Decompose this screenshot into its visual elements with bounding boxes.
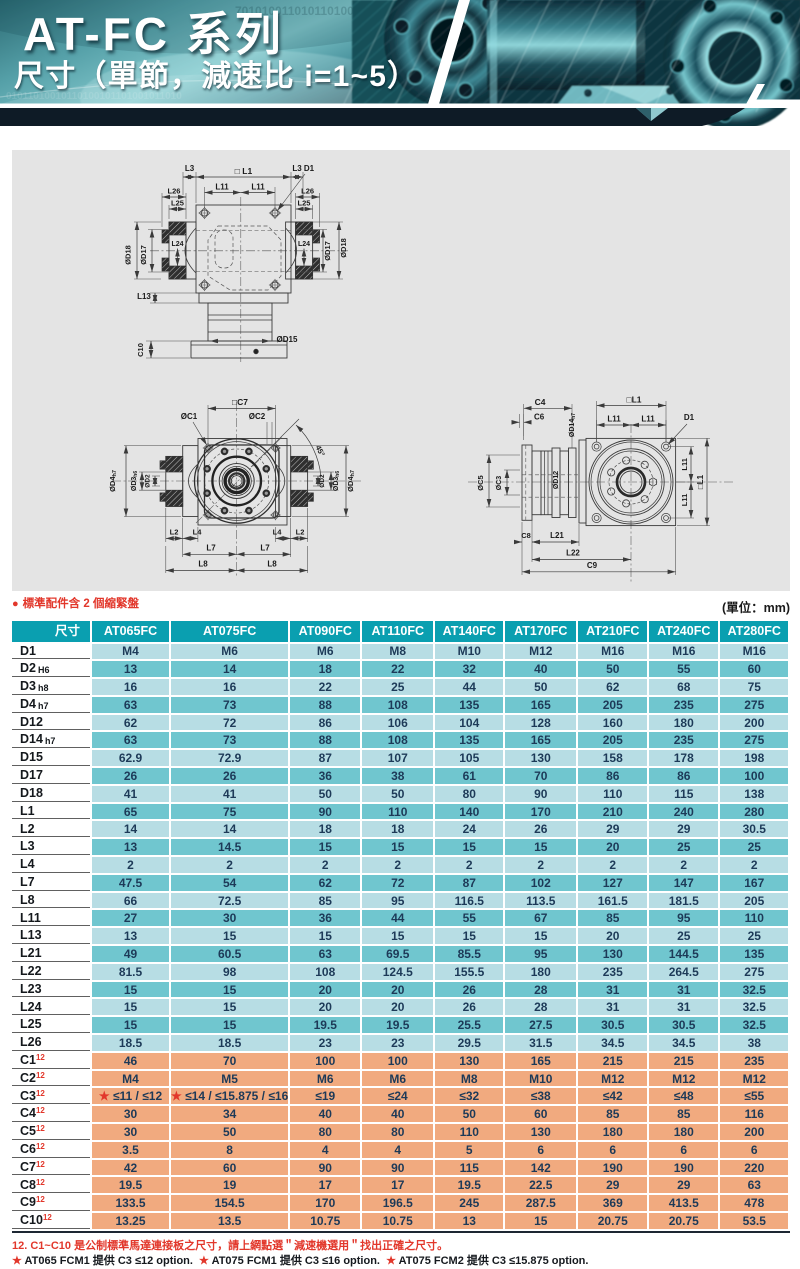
svg-text:L2: L2 [170,528,179,537]
svg-text:ØC3: ØC3 [496,476,503,491]
svg-text:L4: L4 [273,528,283,537]
svg-text:L7: L7 [206,544,216,553]
svg-text:ØD17: ØD17 [139,245,148,265]
svg-text:ØD4h7: ØD4h7 [108,470,118,492]
svg-text:L26: L26 [301,187,314,196]
svg-text:ØD14h7: ØD14h7 [569,413,577,437]
svg-text:ØD12: ØD12 [553,471,560,489]
svg-text:L3: L3 [292,164,302,173]
svg-text:L2: L2 [296,528,305,537]
svg-text:ØD17: ØD17 [323,241,332,261]
svg-text:L26: L26 [168,187,181,196]
svg-text:L11: L11 [641,415,655,424]
svg-text:□L1: □L1 [626,395,641,405]
svg-text:L21: L21 [550,531,564,540]
svg-text:L3: L3 [185,164,195,173]
svg-text:ØD18: ØD18 [339,238,348,258]
svg-text:ØC1: ØC1 [181,412,198,421]
svg-text:ØD15: ØD15 [277,335,298,344]
svg-text:C10: C10 [136,343,145,357]
svg-text:L25: L25 [171,199,184,208]
svg-text:L11: L11 [251,183,265,192]
svg-text:L24: L24 [171,241,183,248]
svg-text:L11: L11 [607,415,621,424]
svg-text:L7: L7 [260,544,270,553]
svg-text:ØD3h6: ØD3h6 [333,471,341,491]
svg-text:C9: C9 [587,561,598,570]
svg-text:L8: L8 [198,560,208,569]
svg-text:ØD2: ØD2 [319,474,326,488]
svg-text:C4: C4 [535,397,546,407]
svg-text:ØD4h7: ØD4h7 [346,470,356,492]
svg-text:L24: L24 [298,241,310,248]
svg-text:C6: C6 [534,413,545,422]
svg-text:D1: D1 [684,413,695,422]
svg-text:L11: L11 [215,183,229,192]
svg-text:L25: L25 [298,199,311,208]
svg-text:L11: L11 [680,494,689,507]
svg-text:ØC2: ØC2 [249,412,266,421]
svg-text:ØD18: ØD18 [124,245,133,265]
svg-text:ØD2: ØD2 [145,474,152,488]
svg-text:D1: D1 [304,164,315,173]
svg-text:□ L1: □ L1 [235,166,253,176]
svg-text:ØC5: ØC5 [476,475,485,490]
svg-text:010110100101101001011010010110: 01011010010110100101101001011010 [6,91,182,102]
svg-text:L8: L8 [267,560,277,569]
svg-text:70101001101011010010: 70101001101011010010 [235,4,367,18]
svg-text:L4: L4 [193,528,203,537]
svg-text:C8: C8 [521,531,531,540]
svg-text:L22: L22 [566,549,580,558]
svg-text:L11: L11 [680,458,689,471]
svg-text:□C7: □C7 [232,397,248,407]
svg-text:□L1: □L1 [696,474,705,489]
svg-text:ØD3h6: ØD3h6 [131,471,139,491]
svg-text:L13: L13 [137,292,151,301]
